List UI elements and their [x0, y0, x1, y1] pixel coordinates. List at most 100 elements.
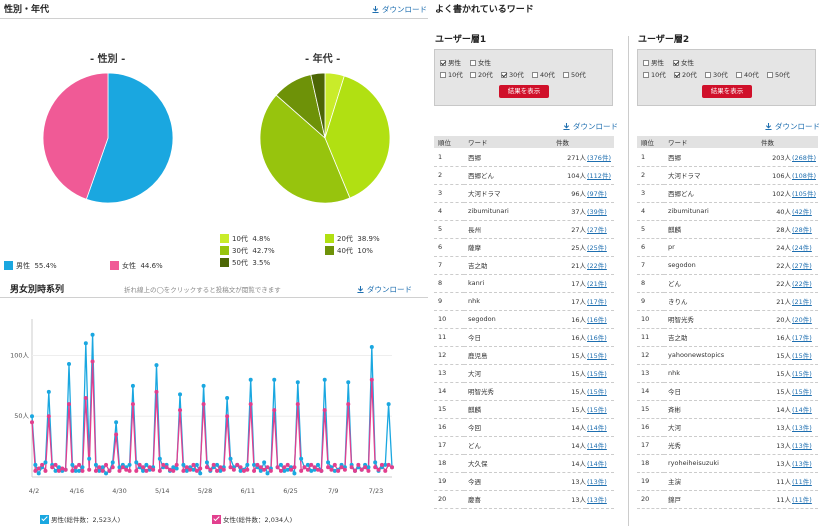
- checkbox[interactable]: [501, 72, 507, 78]
- post-count-link-text[interactable]: (11件): [792, 496, 812, 504]
- data-point-female[interactable]: [67, 402, 72, 407]
- age-checkbox-30s-2[interactable]: 30代: [705, 69, 728, 79]
- male-series-checkbox[interactable]: [40, 515, 49, 524]
- post-count-link[interactable]: (105件): [791, 184, 818, 203]
- data-point-male[interactable]: [93, 462, 98, 467]
- post-count-link-text[interactable]: (21件): [792, 298, 812, 306]
- data-point-male[interactable]: [30, 414, 34, 419]
- data-point-female[interactable]: [130, 402, 135, 407]
- data-point-female[interactable]: [53, 462, 58, 467]
- data-point-male[interactable]: [33, 462, 38, 467]
- post-count-link-text[interactable]: (25件): [587, 244, 607, 252]
- post-count-link-text[interactable]: (17件): [792, 334, 812, 342]
- data-point-male[interactable]: [326, 460, 331, 465]
- post-count-link[interactable]: (21件): [791, 292, 818, 311]
- data-point-male[interactable]: [127, 462, 132, 467]
- post-count-link[interactable]: (16件): [586, 328, 614, 347]
- data-point-female[interactable]: [73, 465, 78, 470]
- data-point-male[interactable]: [305, 462, 310, 467]
- data-point-male[interactable]: [154, 363, 159, 368]
- data-point-female[interactable]: [312, 465, 317, 470]
- post-count-link-text[interactable]: (13件): [792, 442, 812, 450]
- checkbox[interactable]: [470, 72, 476, 78]
- post-count-link[interactable]: (25件): [586, 238, 614, 257]
- data-point-female[interactable]: [137, 462, 142, 467]
- data-point-male[interactable]: [104, 471, 109, 476]
- data-point-female[interactable]: [104, 462, 109, 467]
- post-count-link[interactable]: (21件): [586, 274, 614, 293]
- data-point-female[interactable]: [265, 465, 270, 470]
- post-count-link[interactable]: (15件): [791, 382, 818, 401]
- data-point-female[interactable]: [77, 462, 82, 467]
- data-point-female[interactable]: [349, 465, 354, 470]
- data-point-female[interactable]: [231, 467, 236, 472]
- data-point-female[interactable]: [238, 465, 243, 470]
- data-point-male[interactable]: [80, 465, 85, 470]
- data-point-female[interactable]: [228, 465, 233, 470]
- gender-checkbox-female-1[interactable]: 女性: [470, 57, 491, 67]
- data-point-female[interactable]: [90, 359, 95, 364]
- data-point-female[interactable]: [144, 468, 149, 473]
- post-count-link-text[interactable]: (39件): [587, 208, 607, 216]
- data-point-female[interactable]: [379, 462, 384, 467]
- post-count-link[interactable]: (20件): [791, 310, 818, 329]
- data-point-female[interactable]: [352, 468, 357, 473]
- data-point-female[interactable]: [252, 468, 257, 473]
- checkbox[interactable]: [767, 72, 773, 78]
- data-point-female[interactable]: [326, 465, 331, 470]
- data-point-male[interactable]: [198, 471, 203, 476]
- data-point-male[interactable]: [130, 383, 135, 388]
- data-point-female[interactable]: [322, 408, 327, 413]
- data-point-female[interactable]: [60, 466, 65, 471]
- post-count-link[interactable]: (16件): [586, 310, 614, 329]
- data-point-female[interactable]: [366, 468, 371, 473]
- checkbox[interactable]: [643, 72, 649, 78]
- data-point-female[interactable]: [204, 465, 209, 470]
- data-point-female[interactable]: [208, 467, 213, 472]
- data-point-female[interactable]: [110, 465, 115, 470]
- data-point-male[interactable]: [181, 462, 186, 467]
- data-point-male[interactable]: [322, 377, 327, 382]
- post-count-link[interactable]: (112件): [586, 166, 614, 185]
- data-point-female[interactable]: [336, 468, 341, 473]
- data-point-female[interactable]: [87, 467, 92, 472]
- data-point-female[interactable]: [369, 377, 374, 382]
- data-point-female[interactable]: [211, 462, 216, 467]
- data-point-female[interactable]: [292, 465, 297, 470]
- post-count-link[interactable]: (22件): [791, 274, 818, 293]
- data-point-female[interactable]: [181, 468, 186, 473]
- checkbox[interactable]: [674, 72, 680, 78]
- post-count-link-text[interactable]: (11件): [792, 478, 812, 486]
- data-point-female[interactable]: [332, 462, 337, 467]
- data-point-female[interactable]: [278, 468, 283, 473]
- post-count-link[interactable]: (108件): [791, 166, 818, 185]
- post-count-link-text[interactable]: (268件): [792, 153, 816, 162]
- post-count-link[interactable]: (13件): [791, 418, 818, 437]
- data-point-male[interactable]: [157, 456, 162, 461]
- data-point-male[interactable]: [171, 465, 176, 470]
- post-count-link[interactable]: (27件): [791, 256, 818, 275]
- data-point-male[interactable]: [369, 344, 374, 349]
- data-point-female[interactable]: [241, 468, 246, 473]
- data-point-female[interactable]: [258, 465, 263, 470]
- data-point-male[interactable]: [134, 460, 139, 465]
- data-point-male[interactable]: [141, 468, 146, 473]
- data-point-female[interactable]: [305, 467, 310, 472]
- data-point-female[interactable]: [178, 408, 183, 413]
- data-point-female[interactable]: [124, 467, 129, 472]
- post-count-link[interactable]: (14件): [586, 454, 614, 473]
- data-point-female[interactable]: [141, 465, 146, 470]
- data-point-male[interactable]: [285, 467, 290, 472]
- data-point-female[interactable]: [346, 402, 351, 407]
- age-checkbox-40s-2[interactable]: 40代: [736, 69, 759, 79]
- data-point-female[interactable]: [30, 420, 34, 425]
- gender-checkbox-male-1[interactable]: 男性: [440, 57, 461, 67]
- data-point-female[interactable]: [262, 467, 267, 472]
- data-point-male[interactable]: [262, 460, 267, 465]
- post-count-link[interactable]: (13件): [586, 472, 614, 491]
- data-point-male[interactable]: [174, 466, 179, 471]
- data-point-male[interactable]: [56, 465, 61, 470]
- post-count-link[interactable]: (27件): [586, 220, 614, 239]
- data-point-male[interactable]: [43, 460, 48, 465]
- data-point-female[interactable]: [363, 465, 368, 470]
